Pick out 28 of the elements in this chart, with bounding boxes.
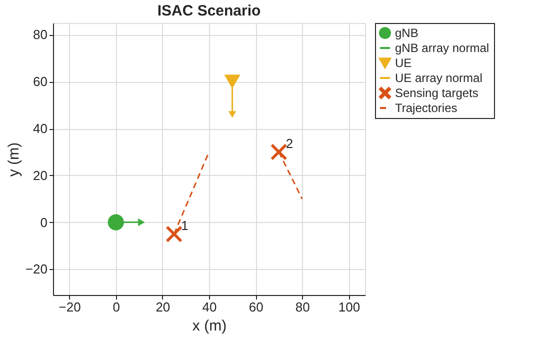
y-tick-label: −20 — [25, 262, 48, 277]
annotation: 2 — [286, 136, 294, 151]
x-tick-label: 20 — [156, 300, 170, 314]
legend-label: gNB array normal — [395, 41, 490, 55]
y-tick-label: 20 — [33, 168, 48, 183]
annotation: 1 — [181, 218, 188, 234]
legend-label: Sensing targets — [395, 86, 478, 100]
y-tick-label: 0 — [40, 214, 48, 230]
y-tick-label: 60 — [33, 74, 48, 90]
legend-label: Trajectories — [395, 101, 458, 115]
legend-label: UE — [395, 56, 412, 70]
legend-label: gNB — [395, 26, 418, 40]
x-tick-label: 60 — [248, 300, 264, 314]
x-axis-title: x (m) — [192, 318, 227, 334]
chart-title: ISAC Scenario — [157, 2, 261, 20]
y-tick-label: 80 — [33, 27, 48, 42]
x-tick-label: 0 — [112, 300, 120, 314]
y-tick-label: 40 — [33, 121, 48, 136]
point — [270, 144, 287, 160]
point — [224, 74, 240, 89]
point — [166, 226, 182, 242]
legend-label: UE array normal — [395, 71, 482, 85]
x-tick-label: 80 — [295, 300, 310, 314]
x-tick-label: 40 — [202, 300, 217, 314]
x-tick-label: 100 — [338, 300, 360, 314]
x-tick-label: −20 — [58, 300, 81, 314]
y-axis-title: y (m) — [5, 142, 22, 177]
point — [108, 214, 124, 230]
